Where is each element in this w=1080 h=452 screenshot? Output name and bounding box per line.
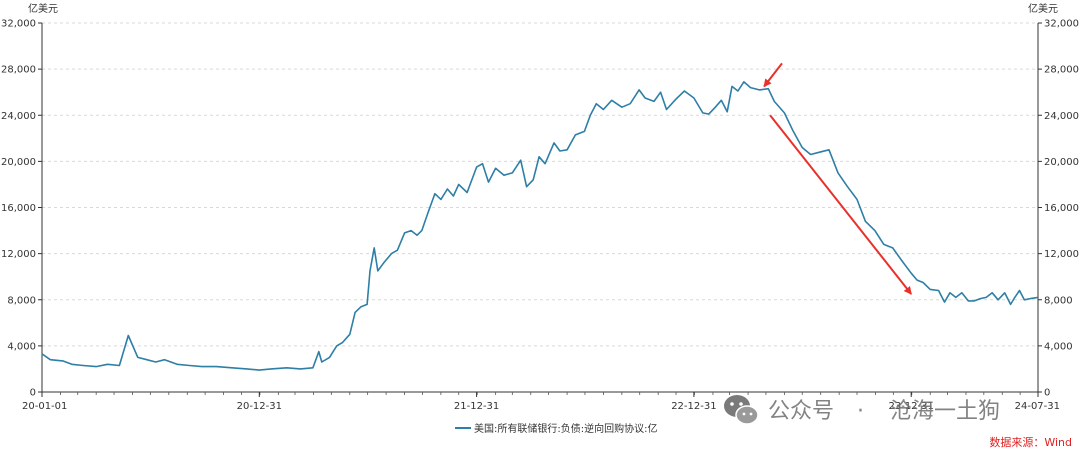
wechat-icon xyxy=(724,395,759,425)
y-tick-label-left: 0 xyxy=(30,388,36,399)
y-tick-label-right: 16,000 xyxy=(1044,203,1079,214)
y-tick-label-left: 32,000 xyxy=(1,19,36,30)
annotation-arrows xyxy=(763,62,912,295)
y-tick-label-right: 32,000 xyxy=(1044,19,1079,30)
y-tick-label-left: 28,000 xyxy=(1,65,36,76)
y-tick-label-right: 0 xyxy=(1044,388,1050,399)
y-tick-label-right: 20,000 xyxy=(1044,157,1079,168)
watermark-dot: · xyxy=(857,399,864,424)
left-axis-unit: 亿美元 xyxy=(28,2,58,15)
y-tick-label-left: 8,000 xyxy=(7,295,36,306)
legend-entry: 美国:所有联储银行:负债:逆向回购协议:亿 xyxy=(474,422,657,435)
x-tick-label: 20-01-01 xyxy=(22,401,67,412)
watermark-label: 公众号 xyxy=(768,399,834,424)
annotation-arrow xyxy=(763,62,783,88)
y-tick-label-right: 8,000 xyxy=(1044,295,1073,306)
y-tick-label-left: 16,000 xyxy=(1,203,36,214)
y-tick-label-right: 12,000 xyxy=(1044,249,1079,260)
right-axis-unit: 亿美元 xyxy=(1028,2,1058,15)
x-tick-label: 23-12-31 xyxy=(888,401,933,412)
x-minor-ticks xyxy=(41,392,1021,395)
y-tick-label-left: 4,000 xyxy=(7,341,36,352)
legend: 美国:所有联储银行:负债:逆向回购协议:亿 xyxy=(455,422,657,435)
x-tick-label: 21-12-31 xyxy=(454,401,499,412)
y-tick-label-left: 24,000 xyxy=(1,111,36,122)
y-tick-label-right: 24,000 xyxy=(1044,111,1079,122)
x-tick-label: 24-07-31 xyxy=(1015,401,1060,412)
grid-lines xyxy=(38,22,1042,393)
axes xyxy=(41,23,1039,393)
data-source: 数据来源：Wind xyxy=(989,435,1072,449)
watermark: 公众号 · 沧海一土狗 xyxy=(724,395,1000,425)
tick-labels: 0 0 4,000 4,000 8,000 8,000 12,000 12,000 16,000… xyxy=(1,19,1079,413)
y-tick-label-left: 12,000 xyxy=(1,249,36,260)
annotation-arrow xyxy=(769,114,912,295)
y-tick-label-right: 28,000 xyxy=(1044,65,1079,76)
y-tick-label-right: 4,000 xyxy=(1044,341,1073,352)
x-tick-label: 20-12-31 xyxy=(237,401,282,412)
y-tick-label-left: 20,000 xyxy=(1,157,36,168)
x-tick-label: 22-12-31 xyxy=(671,401,716,412)
series-line-reverse-repo xyxy=(41,81,1039,371)
watermark-author: 沧海一土狗 xyxy=(890,399,1000,424)
